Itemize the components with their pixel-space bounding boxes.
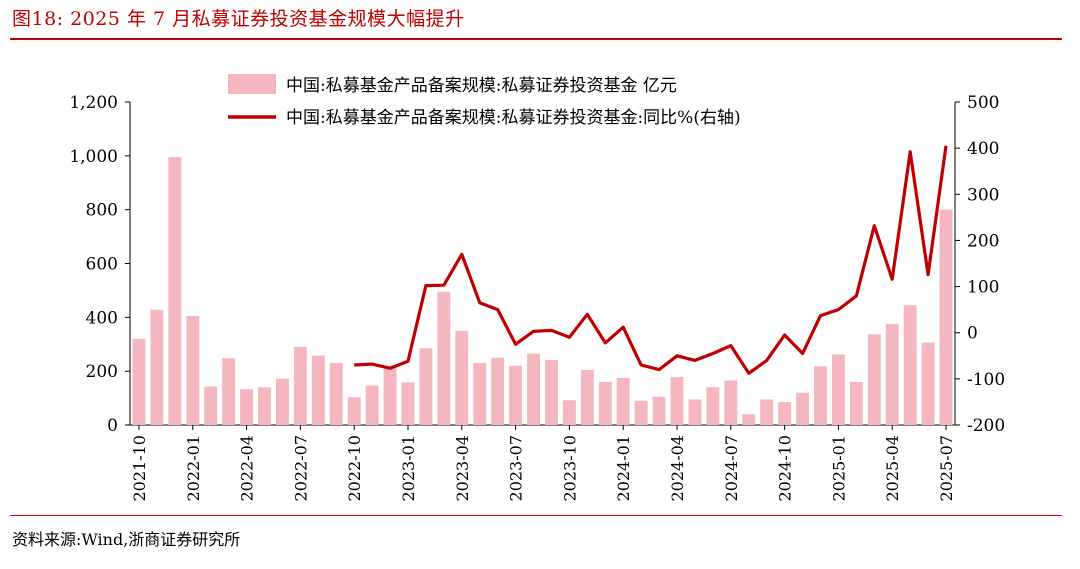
bar xyxy=(724,380,738,425)
x-tick-label: 2023-10 xyxy=(560,435,579,501)
x-tick-label: 2022-01 xyxy=(184,435,203,501)
y-right-tick-label: -200 xyxy=(967,416,1005,436)
chart-canvas: 0 200 400 600 800 1,000 1,200 -200 -100 0 100 200 30… xyxy=(69,74,1005,501)
bar xyxy=(903,305,917,425)
y-left-tick-label: 1,200 xyxy=(69,93,118,113)
x-tick-label: 2023-07 xyxy=(507,435,526,501)
legend-label-bar: 中国:私募基金产品备案规模:私募证券投资基金 亿元 xyxy=(286,76,677,96)
bar xyxy=(706,387,720,425)
x-tick-label: 2023-01 xyxy=(399,435,418,501)
y-right-tick-label: 400 xyxy=(967,139,999,159)
y-right-tick-label: 300 xyxy=(967,185,999,205)
bar xyxy=(150,309,164,425)
bar xyxy=(186,315,200,425)
y-left-tick-label: 400 xyxy=(86,308,118,328)
x-tick-label: 2024-10 xyxy=(776,435,795,501)
x-tick-label: 2022-04 xyxy=(238,435,257,501)
bar xyxy=(401,382,415,425)
y-left-tick-label: 0 xyxy=(107,416,118,436)
bar xyxy=(778,402,792,425)
y-right-tick-label: 0 xyxy=(967,324,978,344)
bar xyxy=(670,377,684,425)
bar xyxy=(509,365,523,425)
y-right-tick-label: -100 xyxy=(967,370,1005,390)
x-tick-label: 2022-10 xyxy=(345,435,364,501)
bar xyxy=(921,342,935,425)
source-rule xyxy=(10,515,1062,516)
y-left-tick-label: 200 xyxy=(86,362,118,382)
yoy-line xyxy=(354,145,948,375)
bar xyxy=(742,414,756,425)
bar xyxy=(580,369,594,425)
bar xyxy=(240,389,254,425)
y-left-tick-label: 800 xyxy=(86,201,118,221)
y-right-tick-label: 200 xyxy=(967,231,999,251)
bar xyxy=(814,366,827,425)
bar xyxy=(347,397,361,425)
x-tick-label: 2024-07 xyxy=(722,435,741,501)
bar xyxy=(562,400,576,425)
bar xyxy=(831,354,845,425)
bar xyxy=(867,334,881,425)
x-tick-label: 2025-01 xyxy=(829,435,848,501)
x-tick-label: 2022-07 xyxy=(291,435,310,501)
bar xyxy=(652,396,666,425)
x-tick-label: 2024-04 xyxy=(668,435,687,501)
bar xyxy=(473,363,487,425)
bar xyxy=(885,324,899,425)
bar xyxy=(849,381,863,425)
bar xyxy=(491,357,505,425)
bar xyxy=(258,387,271,425)
figure-title: 图18: 2025 年 7 月私募证券投资基金规模大幅提升 xyxy=(12,8,465,30)
bar xyxy=(616,377,630,425)
bar xyxy=(796,392,810,425)
x-tick-label: 2023-04 xyxy=(453,435,472,501)
source-note: 资料来源:Wind,浙商证券研究所 xyxy=(12,530,241,549)
bar xyxy=(527,353,540,425)
x-tick-label: 2021-10 xyxy=(130,435,149,501)
bar xyxy=(132,338,146,425)
bar xyxy=(688,399,702,425)
bar xyxy=(168,157,182,425)
y-left-tick-label: 600 xyxy=(86,255,118,275)
bar xyxy=(455,330,469,425)
x-tick-label: 2025-07 xyxy=(937,435,956,501)
bar xyxy=(419,348,433,425)
bar xyxy=(598,381,612,425)
y-left-tick-label: 1,000 xyxy=(69,147,118,167)
legend-label-line: 中国:私募基金产品备案规模:私募证券投资基金:同比%(右轴) xyxy=(286,108,741,128)
bar xyxy=(275,378,289,425)
bar xyxy=(760,399,774,425)
bar xyxy=(311,355,325,425)
bar xyxy=(545,359,558,425)
bar xyxy=(383,366,397,425)
legend-swatch-bar xyxy=(228,74,276,94)
bar xyxy=(437,291,451,425)
bar xyxy=(634,400,648,425)
y-right-tick-label: 500 xyxy=(967,93,999,113)
x-tick-label: 2024-01 xyxy=(614,435,633,501)
bar xyxy=(293,346,307,425)
bar xyxy=(222,358,236,425)
title-rule xyxy=(10,38,1062,40)
bar xyxy=(939,209,953,425)
bar xyxy=(329,363,343,425)
y-right-tick-label: 100 xyxy=(967,278,999,298)
bar xyxy=(204,386,218,425)
x-tick-label: 2025-04 xyxy=(883,435,902,501)
bar xyxy=(365,385,379,425)
